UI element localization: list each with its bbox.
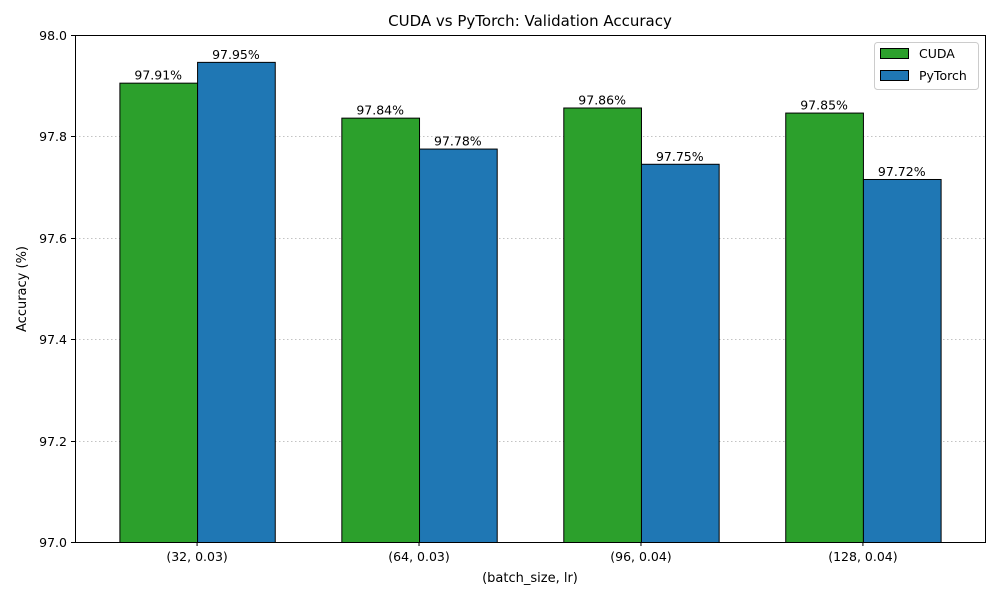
x-tick-label-64-0-03: (64, 0.03) (388, 549, 449, 564)
y-tick-label: 97.8 (39, 129, 67, 144)
legend-swatch-pytorch (880, 70, 909, 81)
chart-title: CUDA vs PyTorch: Validation Accuracy (388, 12, 672, 30)
legend: CUDA PyTorch (874, 42, 979, 90)
y-tick-label: 97.0 (39, 535, 67, 550)
data-label-pytorch-2: 97.78% (434, 134, 482, 149)
bars-layer (119, 61, 942, 544)
data-label-cuda-4: 97.85% (800, 98, 848, 113)
legend-label-cuda: CUDA (919, 46, 955, 61)
bar-pytorch-1 (197, 61, 276, 543)
y-tick-label: 97.4 (39, 332, 67, 347)
data-label-cuda-1: 97.91% (134, 68, 182, 83)
bar-pytorch-4 (862, 178, 942, 543)
bar-cuda-4 (785, 112, 864, 543)
x-axis: (32, 0.03) (64, 0.03) (96, 0.04) (128, 0.04… (166, 542, 898, 564)
data-label-pytorch-1: 97.95% (212, 47, 260, 62)
data-labels: 97.91% 97.95% 97.84% 97.78% 97.86% 97.75% 97.8… (134, 47, 925, 179)
y-tick-label: 97.2 (39, 434, 67, 449)
plot-frame (75, 35, 986, 543)
bar-pytorch-2 (419, 148, 498, 543)
y-axis: 97.0 97.2 97.4 97.6 97.8 98.0 (39, 28, 75, 550)
legend-swatch-cuda (880, 48, 909, 59)
x-tick-label-128-0-04: (128, 0.04) (828, 549, 897, 564)
y-axis-title: Accuracy (%) (15, 246, 30, 332)
data-label-pytorch-3: 97.75% (656, 149, 704, 164)
y-tick-label: 98.0 (39, 28, 67, 43)
bar-cuda-3 (563, 107, 642, 543)
legend-label-pytorch: PyTorch (919, 68, 967, 83)
bar-pytorch-3 (640, 163, 720, 543)
bar-cuda-2 (341, 117, 421, 544)
data-label-pytorch-4: 97.72% (878, 164, 926, 179)
x-tick-label-32-0-03: (32, 0.03) (166, 549, 227, 564)
x-tick-label-96-0-04: (96, 0.04) (610, 549, 671, 564)
data-label-cuda-2: 97.84% (356, 103, 404, 118)
bar-cuda-1 (119, 82, 199, 544)
data-label-cuda-3: 97.86% (578, 93, 626, 108)
y-tick-label: 97.6 (39, 231, 67, 246)
x-axis-title: (batch_size, lr) (482, 571, 578, 586)
